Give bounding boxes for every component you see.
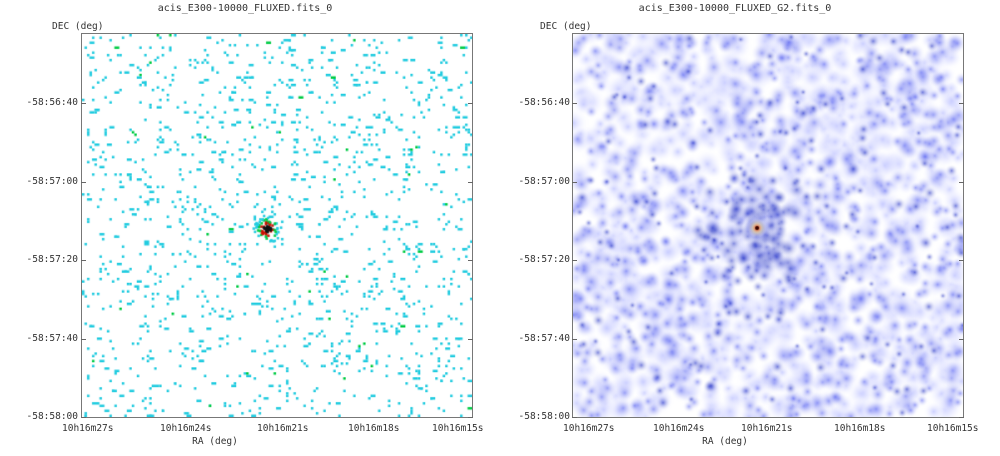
y-tick-mark — [572, 417, 577, 418]
y-tick-label: -58:56:40 — [26, 97, 78, 108]
x-tick-label: 10h16m15s — [927, 423, 979, 434]
x-tick-label: 10h16m15s — [432, 423, 484, 434]
y-tick-mark — [572, 103, 577, 104]
x-axis-label: RA (deg) — [702, 436, 748, 447]
y-tick-mark — [468, 103, 473, 104]
y-tick-mark — [959, 103, 964, 104]
y-tick-label: -58:57:20 — [518, 254, 570, 265]
y-tick-mark — [959, 417, 964, 418]
y-tick-mark — [81, 260, 86, 261]
y-tick-mark — [572, 339, 577, 340]
y-tick-mark — [572, 260, 577, 261]
x-tick-label: 10h16m21s — [741, 423, 793, 434]
x-tick-label: 10h16m24s — [653, 423, 705, 434]
y-tick-mark — [81, 182, 86, 183]
fits-panel-smoothed: acis_E300-10000_FLUXED_G2.fits_0 DEC (de… — [490, 0, 980, 456]
y-axis-label: DEC (deg) — [52, 21, 104, 32]
panel-title: acis_E300-10000_FLUXED_G2.fits_0 — [638, 3, 832, 14]
y-tick-mark — [468, 182, 473, 183]
y-tick-label: -58:57:00 — [26, 176, 78, 187]
y-tick-mark — [81, 417, 86, 418]
fits-panel-raw: acis_E300-10000_FLUXED.fits_0 DEC (deg) … — [0, 0, 490, 456]
image-frame[interactable] — [572, 33, 964, 418]
x-tick-label: 10h16m18s — [834, 423, 886, 434]
y-tick-mark — [959, 260, 964, 261]
y-tick-label: -58:58:00 — [26, 411, 78, 422]
y-tick-label: -58:56:40 — [518, 97, 570, 108]
y-tick-label: -58:57:00 — [518, 176, 570, 187]
fits-image-smoothed — [573, 34, 963, 417]
y-tick-label: -58:58:00 — [518, 411, 570, 422]
y-tick-mark — [81, 103, 86, 104]
y-tick-label: -58:57:40 — [518, 333, 570, 344]
x-tick-label: 10h16m24s — [160, 423, 212, 434]
panel-title: acis_E300-10000_FLUXED.fits_0 — [157, 3, 333, 14]
y-tick-label: -58:57:20 — [26, 254, 78, 265]
x-tick-label: 10h16m27s — [62, 423, 114, 434]
x-axis-label: RA (deg) — [192, 436, 238, 447]
y-tick-mark — [959, 182, 964, 183]
y-tick-mark — [81, 339, 86, 340]
y-tick-mark — [959, 339, 964, 340]
y-tick-mark — [572, 182, 577, 183]
image-frame[interactable] — [81, 33, 473, 418]
y-tick-mark — [468, 417, 473, 418]
y-axis-label: DEC (deg) — [540, 21, 592, 32]
x-tick-label: 10h16m27s — [563, 423, 615, 434]
y-tick-label: -58:57:40 — [26, 333, 78, 344]
x-tick-label: 10h16m21s — [257, 423, 309, 434]
y-tick-mark — [468, 260, 473, 261]
y-tick-mark — [468, 339, 473, 340]
x-tick-label: 10h16m18s — [348, 423, 400, 434]
fits-image-raw — [82, 34, 472, 417]
